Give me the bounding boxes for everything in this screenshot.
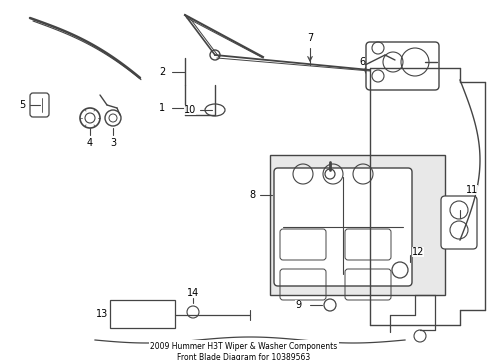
FancyBboxPatch shape xyxy=(30,93,49,117)
FancyBboxPatch shape xyxy=(440,196,476,249)
Text: 8: 8 xyxy=(248,190,255,200)
Text: 1: 1 xyxy=(159,103,165,113)
Bar xyxy=(269,155,444,295)
Text: 13: 13 xyxy=(96,309,108,319)
Text: 6: 6 xyxy=(358,57,365,67)
Text: 2009 Hummer H3T Wiper & Washer Components
Front Blade Diagram for 10389563: 2009 Hummer H3T Wiper & Washer Component… xyxy=(150,342,337,360)
Text: 5: 5 xyxy=(19,100,25,110)
Text: 3: 3 xyxy=(110,138,116,148)
Circle shape xyxy=(364,65,374,75)
FancyBboxPatch shape xyxy=(273,168,411,286)
Text: 7: 7 xyxy=(306,33,312,43)
Bar xyxy=(110,300,175,328)
Text: 11: 11 xyxy=(465,185,477,195)
Text: 12: 12 xyxy=(411,247,423,257)
Text: 10: 10 xyxy=(183,105,196,115)
Text: 9: 9 xyxy=(294,300,301,310)
Text: 14: 14 xyxy=(186,288,199,298)
FancyBboxPatch shape xyxy=(365,42,438,90)
Text: 4: 4 xyxy=(87,138,93,148)
Text: 2: 2 xyxy=(159,67,165,77)
